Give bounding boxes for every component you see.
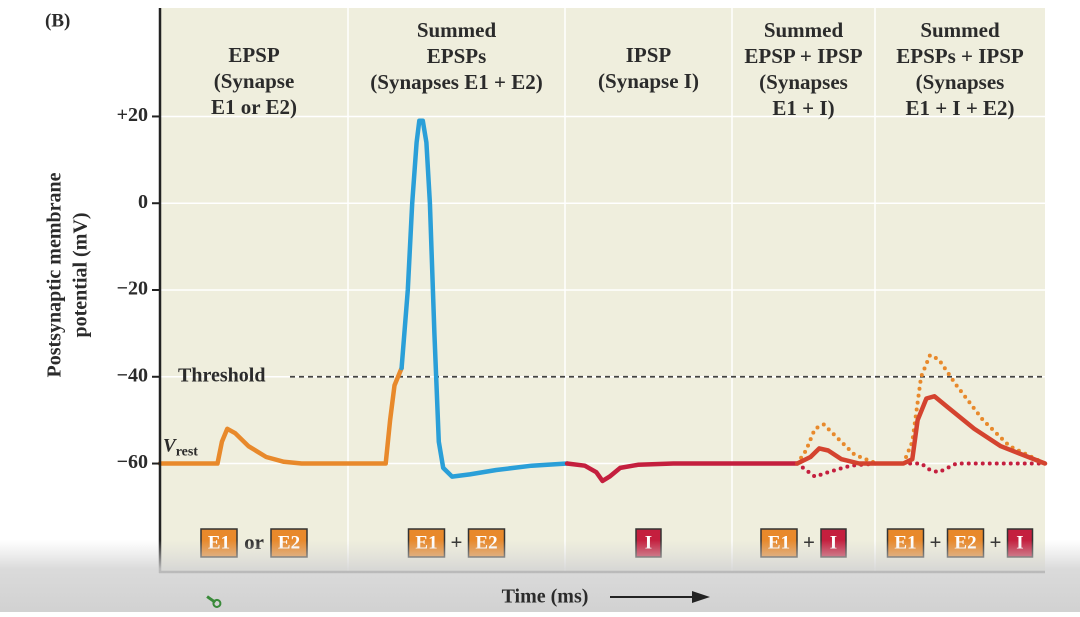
y-tick-label: 0 (138, 191, 148, 213)
y-tick-label: +20 (117, 104, 148, 126)
panel-title: EPSPs + IPSP (896, 44, 1024, 68)
panel-title: (Synapses (916, 70, 1005, 94)
y-axis-label: Postsynaptic membrane (44, 172, 66, 377)
rest-subscript: rest (176, 445, 199, 460)
figure-label: (B) (45, 10, 70, 31)
y-tick-label: −40 (117, 364, 148, 386)
panel-title: Summed (417, 18, 497, 42)
panel-title: E1 or E2) (211, 95, 297, 119)
panel-title: EPSP + IPSP (744, 44, 862, 68)
trace (794, 394, 1048, 466)
panel-title: (Synapses (759, 70, 848, 94)
panel-title: Summed (764, 18, 844, 42)
trace (564, 461, 800, 484)
y-tick-label: −20 (117, 278, 148, 300)
rest-symbol: V (163, 436, 177, 457)
threshold-label: Threshold (178, 364, 265, 386)
panel-title: EPSPs (427, 44, 487, 68)
panel-title: (Synapse I) (598, 69, 699, 93)
y-axis-label: potential (mV) (70, 213, 92, 338)
icon (206, 595, 222, 608)
panel-title: EPSP (228, 43, 280, 67)
dotted-trace (795, 353, 1047, 466)
panel-title: E1 + I + E2) (905, 96, 1014, 120)
traces (157, 118, 1048, 484)
panel-title: Summed (920, 18, 1000, 42)
panel-title: IPSP (626, 43, 672, 67)
panel-title: (Synapse (214, 69, 295, 93)
player-overlay (0, 540, 1080, 612)
x-arrowhead (692, 591, 710, 603)
trace (399, 118, 570, 479)
panel-title: (Synapses E1 + E2) (370, 70, 542, 94)
trace (157, 365, 404, 466)
x-axis-label: Time (ms) (502, 586, 589, 608)
y-tick-label: −60 (117, 451, 148, 473)
rest-label: Vrest (163, 436, 198, 460)
panel-title: E1 + I) (772, 96, 834, 120)
icon-head (212, 598, 222, 608)
